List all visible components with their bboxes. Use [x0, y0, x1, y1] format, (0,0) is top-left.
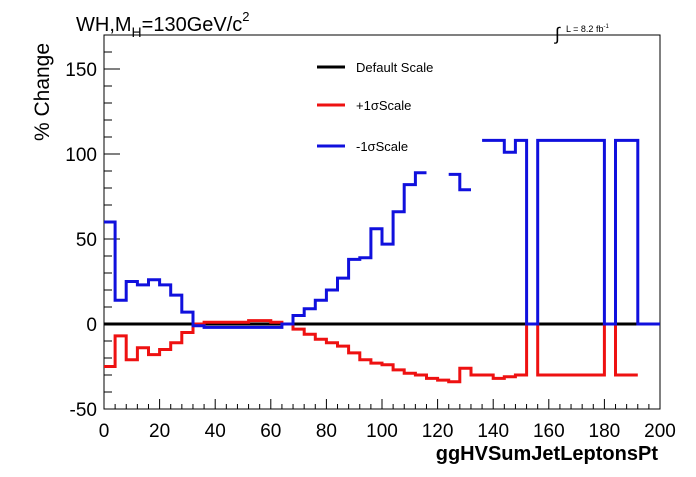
x-tick-label: 60 — [260, 421, 281, 442]
x-tick-label: 40 — [205, 421, 226, 442]
x-tick-label: 160 — [533, 421, 565, 442]
x-tick-label: 100 — [366, 421, 398, 442]
legend-label-plus1sigma: +1σScale — [356, 98, 411, 113]
x-tick-label: 20 — [149, 421, 170, 442]
x-tick-label: 80 — [316, 421, 337, 442]
y-tick-label: -50 — [70, 400, 97, 421]
y-tick-label: 150 — [65, 60, 97, 81]
lumi-label: L = 8.2 fb-1 — [566, 24, 609, 34]
x-tick-label: 0 — [99, 421, 110, 442]
x-tick-label: 200 — [644, 421, 676, 442]
plot-frame — [103, 34, 661, 410]
legend: Default Scale +1σScale -1σScale — [317, 60, 433, 154]
y-tick-label: 100 — [65, 145, 97, 166]
series-minus1sigma-line — [104, 138, 660, 329]
series-plus1sigma-line — [104, 319, 638, 384]
x-tick-label: 120 — [422, 421, 454, 442]
y-axis-label: % Change — [31, 43, 54, 141]
y-tick-label: 50 — [76, 230, 97, 251]
lumi-integral: ∫ — [553, 24, 561, 44]
y-tick-label: 0 — [86, 315, 97, 336]
legend-label-minus1sigma: -1σScale — [356, 139, 408, 154]
series-group — [104, 138, 660, 384]
x-tick-label: 180 — [589, 421, 621, 442]
legend-label-default: Default Scale — [356, 60, 433, 75]
chart-title: WH,MH=130GeV/c2 — [76, 9, 250, 40]
axis-ticks — [103, 34, 661, 410]
x-axis-label: ggHVSumJetLeptonsPt — [436, 443, 659, 465]
x-tick-label: 140 — [477, 421, 509, 442]
